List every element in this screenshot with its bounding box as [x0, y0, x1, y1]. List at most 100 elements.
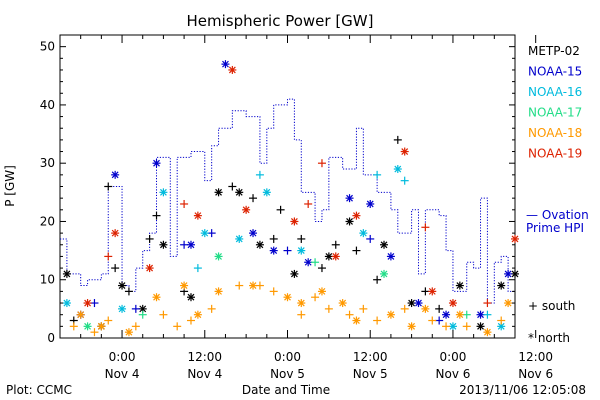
south-point	[373, 316, 382, 325]
south-point	[235, 281, 244, 290]
north-point	[228, 65, 237, 74]
legend-entry: NOAA-17	[528, 106, 582, 120]
south-point	[180, 199, 189, 208]
x-axis-label: Date and Time	[242, 383, 330, 397]
ovation-legend-line1: — Ovation	[526, 208, 589, 222]
x-tick-time-label: 12:00	[518, 350, 553, 364]
north-point	[186, 240, 195, 249]
north-point	[269, 246, 278, 255]
north-point	[304, 258, 313, 267]
north-point	[380, 269, 389, 278]
axis-ticks: 0 10 20 30 40 50 0:00 Nov 4 12:00 Nov 4 0:00 Nov 5 1…	[40, 34, 553, 381]
south-point	[352, 246, 361, 255]
x-tick-date-label: Nov 4	[105, 367, 140, 381]
south-point	[324, 304, 333, 313]
north-point	[180, 281, 189, 290]
north-point	[448, 299, 457, 308]
north-point	[504, 269, 513, 278]
north-point	[152, 293, 161, 302]
south-point	[69, 322, 78, 331]
north-point	[193, 310, 202, 319]
legend-entry: NOAA-15	[528, 65, 582, 79]
north-point	[214, 188, 223, 197]
x-tick-date-label: Nov 6	[436, 367, 471, 381]
legend-south: + south	[528, 299, 575, 313]
south-point	[255, 281, 264, 290]
south-point	[400, 304, 409, 313]
x-tick-time-label: 12:00	[353, 350, 388, 364]
x-tick-date-label: Nov 5	[353, 367, 388, 381]
south-point	[207, 304, 216, 313]
north-point	[290, 217, 299, 226]
north-point	[345, 217, 354, 226]
south-point	[276, 205, 285, 214]
north-point	[428, 287, 437, 296]
south-point	[90, 299, 99, 308]
north-point	[111, 229, 120, 238]
north-point	[511, 269, 519, 278]
south-point	[400, 176, 409, 185]
north-point	[83, 322, 92, 331]
north-point	[62, 299, 71, 308]
north-point	[497, 281, 506, 290]
ovation-hpi-path	[60, 98, 515, 304]
x-tick-time-label: 12:00	[187, 350, 222, 364]
north-point	[249, 229, 258, 238]
north-point	[352, 316, 361, 325]
south-point	[159, 310, 168, 319]
south-point	[462, 322, 471, 331]
south-point	[317, 264, 326, 273]
north-point	[476, 322, 485, 331]
south-point	[497, 316, 506, 325]
south-point	[428, 316, 437, 325]
south-point	[193, 264, 202, 273]
south-point	[207, 229, 216, 238]
north-point	[214, 287, 223, 296]
legend-entry: NOAA-19	[528, 147, 582, 161]
south-point	[331, 240, 340, 249]
north-point	[455, 310, 464, 319]
north-point	[476, 310, 485, 319]
north-point	[331, 252, 340, 261]
south-point	[104, 252, 113, 261]
y-tick-label: 30	[40, 156, 55, 170]
x-tick-time-label: 0:00	[274, 350, 301, 364]
north-point	[111, 170, 120, 179]
north-point	[352, 211, 361, 220]
legend-north: * north	[528, 331, 570, 345]
x-tick-date-label: Nov 6	[518, 367, 553, 381]
north-point	[290, 269, 299, 278]
north-point	[400, 147, 409, 156]
x-tick-date-label: Nov 5	[270, 367, 305, 381]
plot-timestamp: 2013/11/06 12:05:08	[459, 383, 586, 397]
north-point	[249, 281, 258, 290]
plot-credit: Plot: CCMC	[6, 383, 72, 397]
north-point	[386, 252, 395, 261]
x-tick-time-label: 0:00	[439, 350, 466, 364]
south-point	[131, 322, 140, 331]
north-point	[118, 304, 127, 313]
south-point	[228, 182, 237, 191]
ovation-legend-line2: Prime HPI	[526, 221, 584, 235]
south-point	[311, 258, 320, 267]
y-tick-label: 20	[40, 214, 55, 228]
north-point	[407, 322, 416, 331]
y-tick-label: 40	[40, 98, 55, 112]
south-point	[373, 275, 382, 284]
south-point	[283, 246, 292, 255]
north-point	[366, 199, 375, 208]
north-point	[262, 188, 271, 197]
north-point	[448, 322, 457, 331]
north-point	[83, 299, 92, 308]
north-point	[338, 299, 347, 308]
south-point	[311, 293, 320, 302]
north-point	[511, 234, 519, 243]
north-point	[297, 246, 306, 255]
south-point	[421, 287, 430, 296]
north-point	[393, 165, 402, 174]
south-point	[421, 223, 430, 232]
south-point	[435, 304, 444, 313]
north-point	[235, 188, 244, 197]
legend-entry: NOAA-16	[528, 85, 582, 99]
